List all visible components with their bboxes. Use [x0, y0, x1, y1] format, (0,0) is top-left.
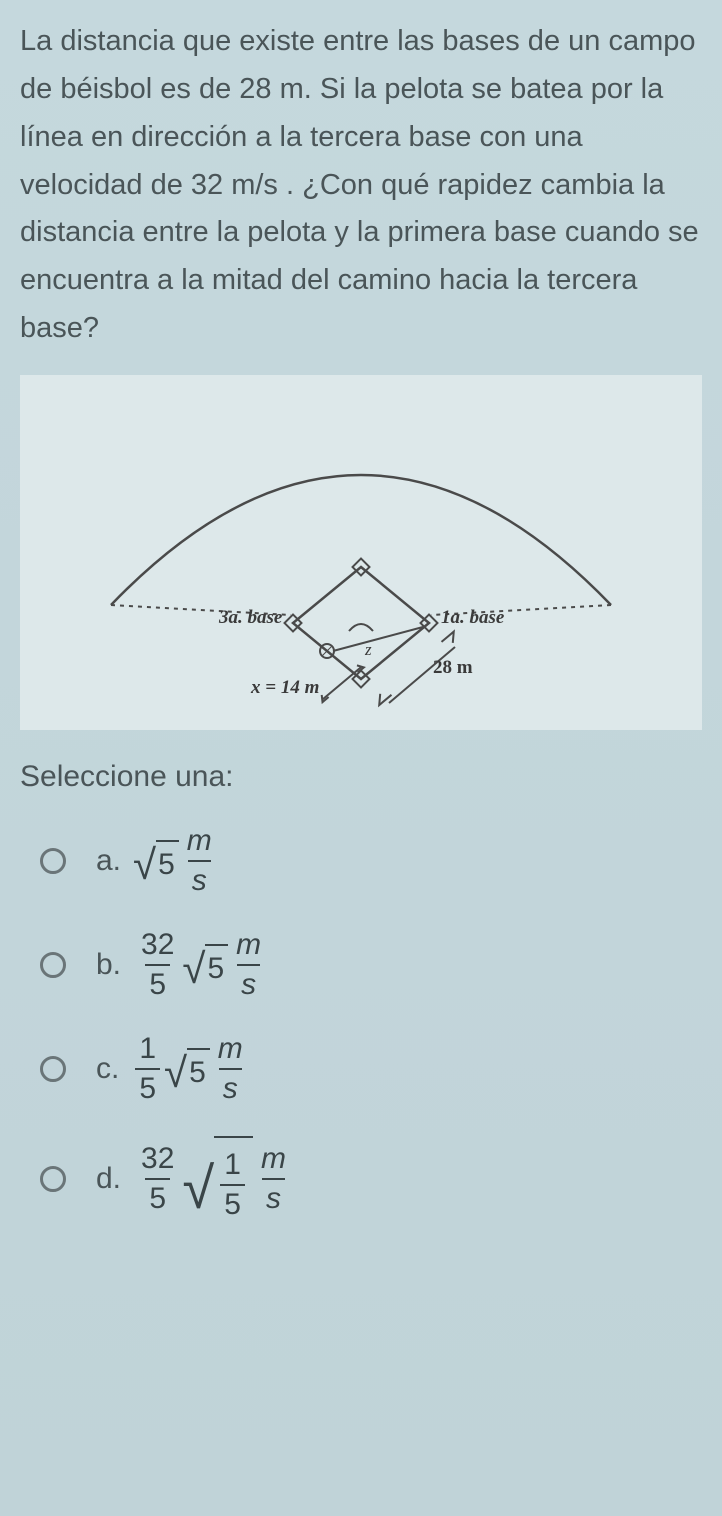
label-28m: 28 m: [433, 657, 473, 678]
select-prompt: Seleccione una:: [20, 760, 702, 794]
option-b[interactable]: b. 325 √5 ms: [40, 928, 702, 1002]
option-c[interactable]: c. 15 √5 ms: [40, 1032, 702, 1106]
radio-c[interactable]: [40, 1056, 66, 1082]
option-b-label: b.: [96, 948, 121, 982]
option-d-formula: 325 √ 15 ms: [133, 1136, 294, 1222]
radio-a[interactable]: [40, 848, 66, 874]
label-1a-base: 1a. base: [441, 607, 505, 628]
option-d[interactable]: d. 325 √ 15 ms: [40, 1136, 702, 1222]
label-x: x = 14 m: [250, 677, 319, 698]
option-b-formula: 325 √5 ms: [133, 928, 269, 1002]
label-z: z: [364, 640, 372, 659]
diagram-container: 3a. base 1a. base z x = 14 m 28 m: [20, 375, 702, 730]
option-c-formula: 15 √5 ms: [131, 1032, 250, 1106]
radio-d[interactable]: [40, 1166, 66, 1192]
option-d-label: d.: [96, 1162, 121, 1196]
option-a-label: a.: [96, 844, 121, 878]
baseball-field-diagram: 3a. base 1a. base z x = 14 m 28 m: [81, 395, 641, 715]
option-c-label: c.: [96, 1052, 119, 1086]
question-text: La distancia que existe entre las bases …: [20, 18, 702, 353]
option-a[interactable]: a. √5 ms: [40, 824, 702, 898]
label-3a-base: 3a. base: [218, 607, 283, 628]
radio-b[interactable]: [40, 952, 66, 978]
option-a-formula: √5 ms: [133, 824, 220, 898]
